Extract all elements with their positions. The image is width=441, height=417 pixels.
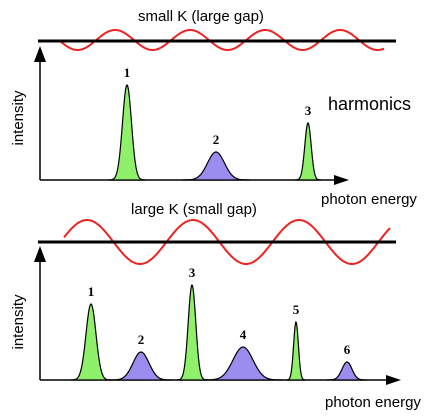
harmonics-annotation: harmonics bbox=[328, 94, 411, 114]
top-peak-2 bbox=[182, 151, 250, 181]
bottom-x-axis-arrow-icon bbox=[386, 375, 401, 385]
bottom-y-axis-label: intensity bbox=[10, 294, 27, 350]
top-title: small K (large gap) bbox=[138, 8, 264, 25]
top-peak-label-2: 2 bbox=[213, 132, 220, 147]
top-x-axis-label: photon energy bbox=[321, 191, 417, 208]
bottom-peak-5 bbox=[286, 320, 306, 381]
bottom-peak-1 bbox=[71, 303, 111, 381]
top-peaks-group: 1 2 3 bbox=[109, 65, 321, 181]
top-peak-label-3: 3 bbox=[305, 103, 312, 118]
bottom-x-axis-label: photon energy bbox=[325, 394, 421, 411]
top-electron-wave bbox=[59, 29, 385, 51]
bottom-peak-label-4: 4 bbox=[240, 327, 247, 342]
top-panel: small K (large gap) intensity photon ene… bbox=[10, 8, 417, 208]
bottom-electron-wave bbox=[63, 219, 391, 265]
bottom-peaks-group: 1 2 3 4 5 6 bbox=[71, 265, 367, 381]
bottom-peak-2 bbox=[109, 351, 173, 381]
top-peak-label-1: 1 bbox=[124, 65, 131, 80]
top-y-axis-label: intensity bbox=[10, 90, 27, 146]
top-peak-3 bbox=[295, 122, 321, 181]
bottom-panel: large K (small gap) intensity photon ene… bbox=[10, 201, 421, 411]
bottom-y-axis-arrow-icon bbox=[34, 246, 46, 262]
bottom-title: large K (small gap) bbox=[131, 201, 257, 218]
bottom-peak-label-1: 1 bbox=[88, 284, 95, 299]
bottom-peak-6 bbox=[327, 361, 367, 381]
bottom-peak-3 bbox=[176, 284, 208, 381]
bottom-peak-label-5: 5 bbox=[293, 302, 300, 317]
top-x-axis-arrow-icon bbox=[334, 175, 349, 185]
bottom-peak-label-2: 2 bbox=[138, 332, 145, 347]
top-y-axis-arrow-icon bbox=[34, 46, 46, 62]
bottom-peak-label-6: 6 bbox=[344, 342, 351, 357]
bottom-peak-4 bbox=[203, 346, 283, 381]
top-peak-1 bbox=[109, 84, 145, 181]
bottom-peak-label-3: 3 bbox=[189, 265, 196, 280]
